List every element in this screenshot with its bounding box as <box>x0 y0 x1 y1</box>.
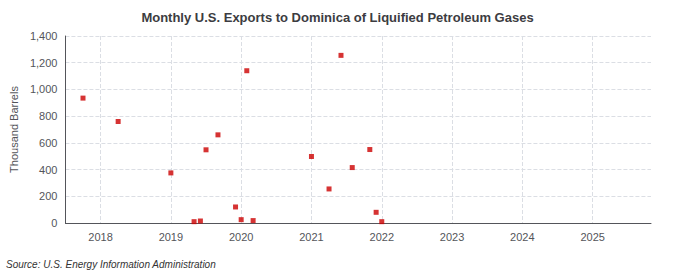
svg-text:1,400: 1,400 <box>30 30 58 42</box>
svg-text:800: 800 <box>39 110 57 122</box>
svg-text:Thousand Barrels: Thousand Barrels <box>8 86 20 173</box>
svg-text:2025: 2025 <box>580 231 604 243</box>
svg-text:2021: 2021 <box>299 231 323 243</box>
svg-text:400: 400 <box>39 164 57 176</box>
svg-text:1,000: 1,000 <box>30 83 58 95</box>
svg-text:200: 200 <box>39 190 57 202</box>
svg-text:2023: 2023 <box>440 231 464 243</box>
svg-text:2019: 2019 <box>159 231 183 243</box>
svg-text:Source: U.S. Energy Informatio: Source: U.S. Energy Information Administ… <box>6 259 216 270</box>
svg-text:Monthly U.S. Exports to Domini: Monthly U.S. Exports to Dominica of Liqu… <box>141 10 533 25</box>
svg-text:1,200: 1,200 <box>30 57 58 69</box>
svg-text:2018: 2018 <box>88 231 112 243</box>
svg-text:600: 600 <box>39 137 57 149</box>
svg-text:2020: 2020 <box>229 231 253 243</box>
svg-text:2024: 2024 <box>510 231 534 243</box>
svg-text:0: 0 <box>51 217 57 229</box>
svg-text:2022: 2022 <box>370 231 394 243</box>
